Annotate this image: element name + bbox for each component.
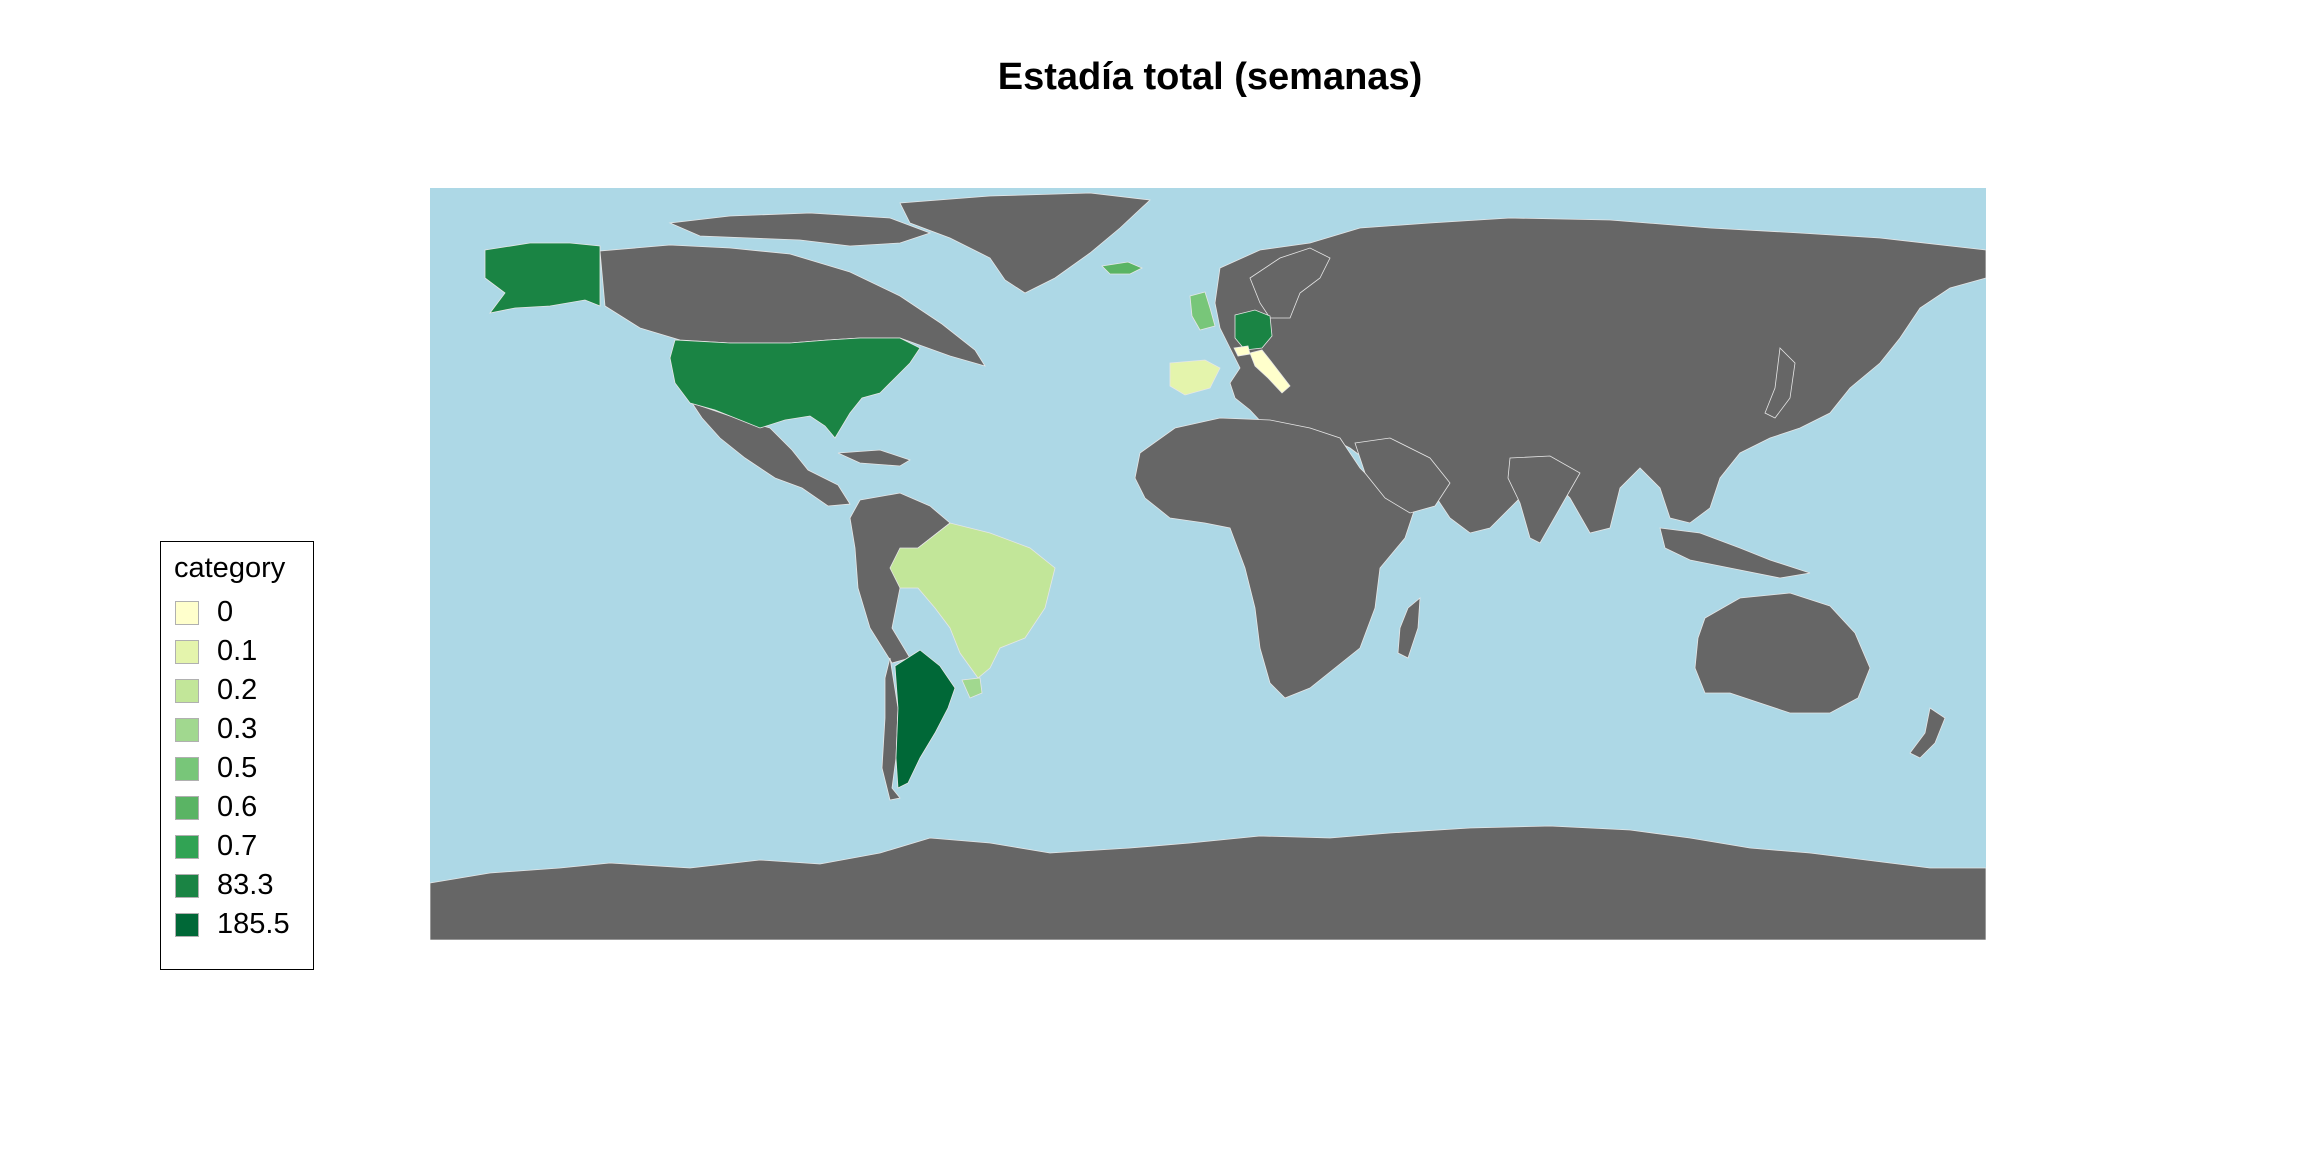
land-caribbean — [837, 449, 911, 467]
legend-swatch — [175, 679, 199, 703]
legend-item: 0.1 — [175, 635, 305, 675]
region-uk — [1189, 291, 1216, 331]
land-scandinavia — [1249, 247, 1331, 319]
land-madagascar — [1397, 597, 1421, 659]
region-italy — [1249, 349, 1291, 394]
region-germany — [1234, 309, 1273, 351]
land-greenland — [899, 192, 1151, 294]
legend-swatch — [175, 640, 199, 664]
map-title: Estadía total (semanas) — [997, 56, 1423, 98]
legend-label: 83.3 — [217, 869, 274, 901]
region-usa — [669, 337, 921, 439]
land-antarctica — [430, 825, 1986, 940]
land-indonesia — [1659, 527, 1811, 579]
region-switzerland — [1233, 345, 1251, 357]
land-australia — [1694, 592, 1871, 714]
legend-swatch — [175, 757, 199, 781]
legend-label: 0.1 — [217, 635, 258, 667]
legend-label: 0.5 — [217, 752, 258, 784]
land-arabia — [1354, 437, 1451, 514]
region-brazil — [889, 522, 1056, 679]
world-map — [430, 188, 1986, 940]
region-alaska — [484, 242, 601, 314]
legend-swatch — [175, 874, 199, 898]
legend-swatch — [175, 913, 199, 937]
legend-label: 0.7 — [217, 830, 258, 862]
legend-item: 0 — [175, 596, 305, 636]
land-india — [1507, 455, 1581, 544]
land-japan — [1764, 347, 1796, 419]
legend-label: 0.2 — [217, 674, 258, 706]
legend-label: 0 — [217, 596, 234, 628]
region-spain — [1169, 359, 1221, 396]
region-iceland — [1101, 261, 1143, 275]
region-argentina — [894, 649, 956, 789]
legend-label: 0.3 — [217, 713, 258, 745]
legend-item: 0.2 — [175, 674, 305, 714]
land-arctic-islands — [668, 212, 932, 247]
legend-item: 83.3 — [175, 869, 305, 909]
legend-label: 185.5 — [217, 908, 290, 940]
legend-swatch — [175, 835, 199, 859]
legend-label: 0.6 — [217, 791, 258, 823]
legend-swatch — [175, 796, 199, 820]
legend-item: 0.7 — [175, 830, 305, 870]
legend-item: 0.5 — [175, 752, 305, 792]
land-mexico — [691, 402, 851, 507]
legend-title: category — [174, 552, 286, 584]
land-new-zealand — [1909, 707, 1946, 759]
legend-swatch — [175, 601, 199, 625]
region-uruguay — [961, 677, 983, 699]
legend-item: 0.3 — [175, 713, 305, 753]
legend: category 0 0.1 0.2 0.3 0.5 0.6 0.7 83.3 185.5 — [160, 541, 314, 970]
legend-item: 0.6 — [175, 791, 305, 831]
land-africa — [1134, 417, 1416, 699]
legend-swatch — [175, 718, 199, 742]
legend-item: 185.5 — [175, 908, 305, 948]
